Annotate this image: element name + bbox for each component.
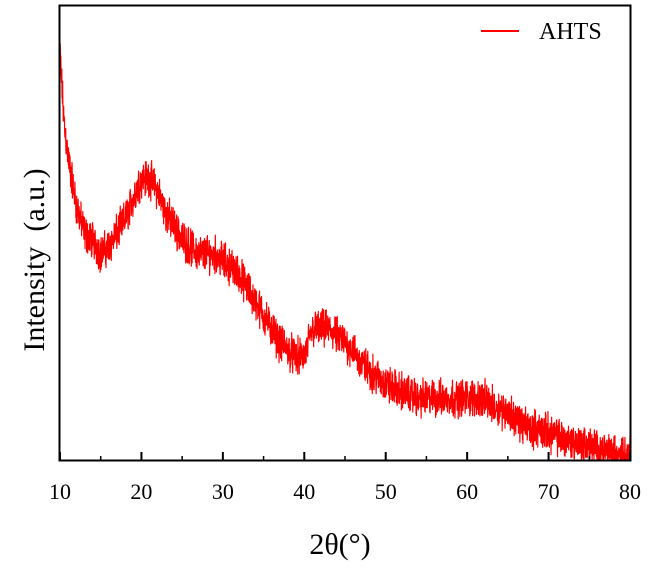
x-tick-label-70: 70 xyxy=(538,479,560,504)
x-axis-title: 2θ(°) xyxy=(309,528,370,561)
plot-frame xyxy=(58,4,632,462)
x-tick-label-50: 50 xyxy=(375,479,397,504)
x-tick-label-10: 10 xyxy=(49,479,71,504)
x-tick-label-20: 20 xyxy=(130,479,152,504)
legend-label-ahts: AHTS xyxy=(539,19,602,45)
series-line-ahts xyxy=(60,42,630,460)
x-tick-label-40: 40 xyxy=(293,479,315,504)
x-tick-label-30: 30 xyxy=(212,479,234,504)
x-tick-labels: 10 20 30 40 50 60 70 80 xyxy=(49,479,641,504)
x-tick-label-60: 60 xyxy=(456,479,478,504)
y-axis-title: Intensity (a.u.) xyxy=(18,168,51,351)
x-tick-label-80: 80 xyxy=(619,479,641,504)
plot-line-layer xyxy=(60,42,630,460)
legend: AHTS xyxy=(481,19,602,45)
x-ticks xyxy=(59,452,631,460)
